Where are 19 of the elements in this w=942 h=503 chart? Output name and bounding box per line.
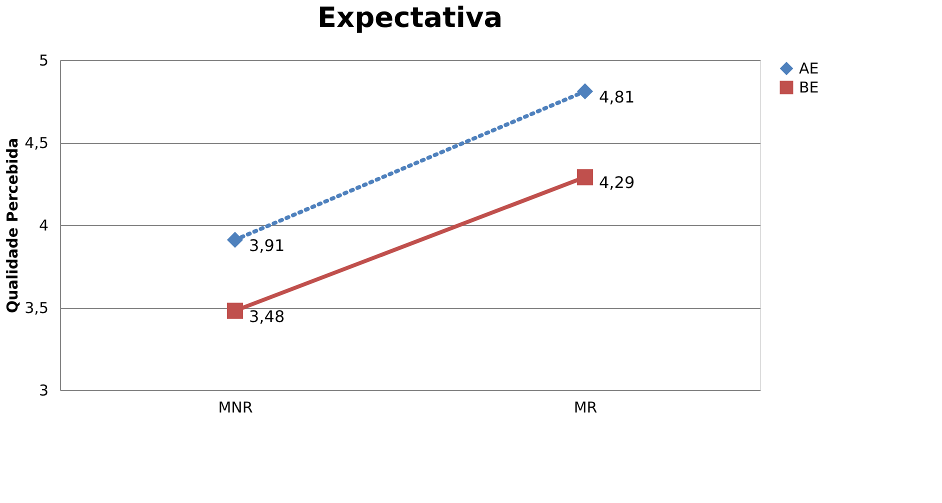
data-label: 3,91 (249, 236, 285, 255)
data-label: 4,81 (599, 87, 635, 106)
y-tick-label: 4,5 (24, 134, 48, 152)
data-label: 4,29 (599, 173, 635, 192)
legend-label: AE (799, 60, 819, 78)
chart-title: Expectativa (317, 1, 503, 34)
y-tick-label: 5 (38, 52, 48, 70)
y-tick-label: 4 (38, 216, 48, 234)
legend-label: BE (799, 78, 819, 96)
point (226, 302, 244, 319)
y-tick-label: 3,5 (24, 299, 48, 317)
point (576, 83, 594, 100)
x-tick-label: MNR (218, 398, 253, 416)
point (576, 169, 594, 186)
y-axis-title: Qualidade Percebida (4, 138, 22, 314)
x-tick-label: MR (574, 398, 598, 416)
y-tick-label: 3 (38, 382, 48, 400)
data-label: 3,48 (249, 306, 285, 326)
point (226, 232, 244, 248)
